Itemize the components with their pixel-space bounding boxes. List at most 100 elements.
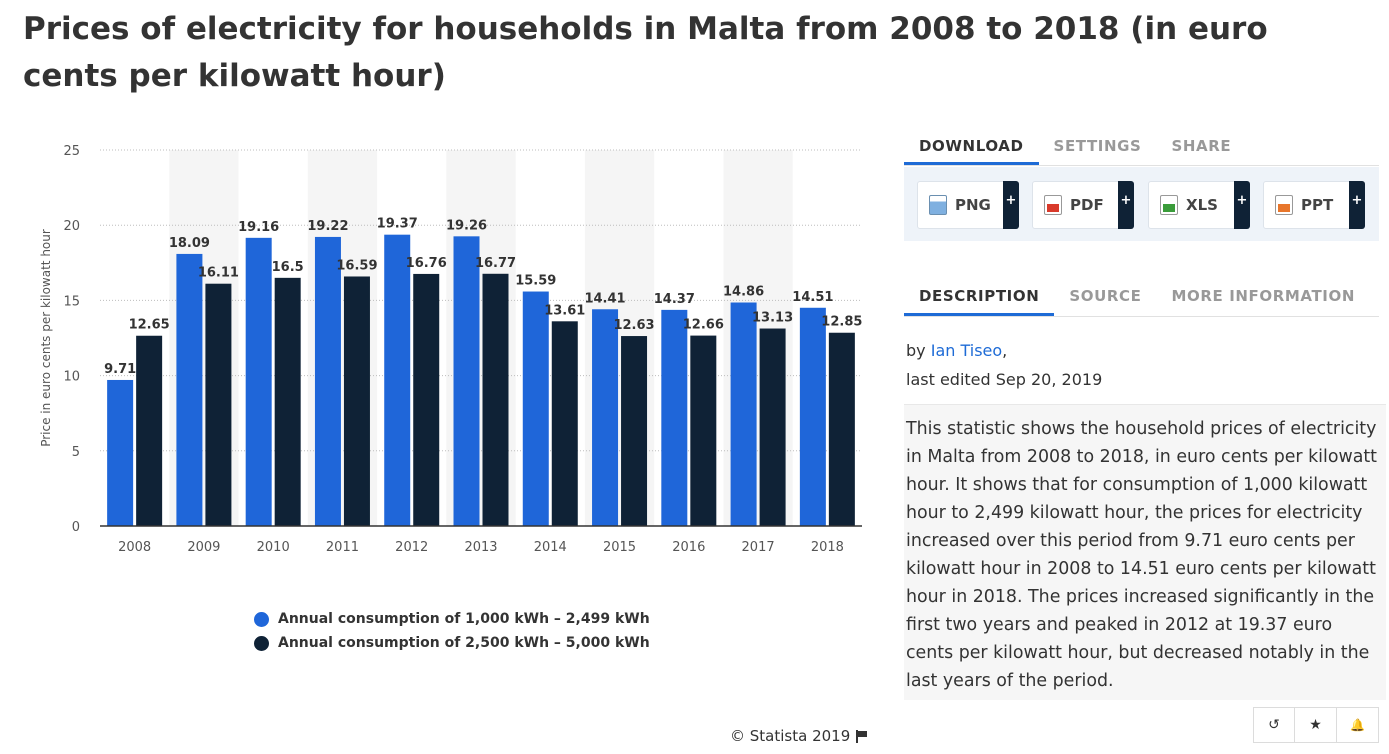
- download-xls-label: XLS: [1186, 196, 1218, 214]
- notification-button[interactable]: 🔔: [1337, 707, 1379, 743]
- bar-series-1: [522, 291, 549, 526]
- legend-label-series-2: Annual consumption of 2,500 kWh – 5,000 …: [278, 635, 650, 651]
- tab-more-information[interactable]: MORE INFORMATION: [1171, 287, 1355, 305]
- bar-series-2: [205, 283, 232, 526]
- bar-series-1: [314, 236, 341, 526]
- download-png-label: PNG: [955, 196, 991, 214]
- bar-series-1: [799, 307, 826, 526]
- x-tick-label: 2018: [811, 540, 844, 555]
- ppt-file-icon: [1275, 195, 1293, 215]
- tab-download[interactable]: DOWNLOAD: [904, 128, 1039, 165]
- flag-icon[interactable]: [855, 730, 868, 743]
- data-label: 13.61: [544, 303, 585, 318]
- y-tick-label: 25: [63, 144, 80, 159]
- plus-icon[interactable]: +: [1234, 181, 1250, 229]
- data-label: 15.59: [515, 274, 556, 289]
- description-box: This statistic shows the household price…: [904, 404, 1386, 700]
- bar-series-2: [274, 277, 301, 526]
- star-icon: ★: [1309, 717, 1322, 733]
- byline-suffix: ,: [1002, 341, 1008, 360]
- data-label: 12.65: [129, 318, 170, 333]
- legend-item-series-2[interactable]: Annual consumption of 2,500 kWh – 5,000 …: [254, 631, 650, 655]
- chart-svg: 0 5 10 15 20 25 Price in euro cents per kilowa…: [39, 144, 862, 555]
- last-edited: last edited Sep 20, 2019: [906, 370, 1103, 389]
- plus-icon[interactable]: +: [1349, 181, 1365, 229]
- tab-settings[interactable]: SETTINGS: [1053, 137, 1142, 155]
- bar-series-2: [690, 335, 717, 526]
- data-label: 16.77: [475, 256, 516, 271]
- x-tick-label: 2008: [118, 540, 151, 555]
- info-tabs: DESCRIPTION SOURCE MORE INFORMATION: [904, 278, 1379, 317]
- data-label: 19.37: [377, 217, 418, 232]
- bar-series-2: [136, 335, 163, 526]
- png-file-icon: [929, 195, 947, 215]
- bell-icon: 🔔: [1350, 718, 1365, 732]
- download-ppt-label: PPT: [1301, 196, 1334, 214]
- download-png-button[interactable]: PNG +: [917, 181, 1019, 229]
- x-tick-label: 2010: [257, 540, 290, 555]
- x-tick-label: 2012: [395, 540, 428, 555]
- bar-series-1: [176, 253, 203, 526]
- tab-source[interactable]: SOURCE: [1069, 287, 1142, 305]
- download-pdf-label: PDF: [1070, 196, 1104, 214]
- data-label: 12.66: [683, 318, 724, 333]
- bar-series-2: [551, 321, 578, 526]
- x-tick-label: 2009: [187, 540, 220, 555]
- action-bar: ↺ ★ 🔔: [1253, 707, 1379, 743]
- data-label: 14.86: [723, 285, 764, 300]
- bar-series-2: [482, 273, 509, 526]
- export-tabs: DOWNLOAD SETTINGS SHARE: [904, 128, 1379, 166]
- y-axis-label: Price in euro cents per kilowatt hour: [39, 229, 53, 447]
- byline-prefix: by: [906, 341, 931, 360]
- data-label: 14.37: [654, 292, 695, 307]
- y-tick-label: 20: [63, 219, 80, 234]
- history-button[interactable]: ↺: [1253, 707, 1295, 743]
- y-tick-label: 15: [63, 294, 80, 309]
- favorite-button[interactable]: ★: [1295, 707, 1337, 743]
- tab-description[interactable]: DESCRIPTION: [904, 278, 1055, 316]
- data-label: 16.11: [198, 266, 239, 281]
- bar-series-2: [343, 276, 370, 526]
- download-xls-button[interactable]: XLS +: [1148, 181, 1250, 229]
- y-tick-label: 10: [63, 370, 80, 385]
- legend-dot-series-2: [254, 635, 269, 651]
- legend-label-series-1: Annual consumption of 1,000 kWh – 2,499 …: [278, 611, 650, 627]
- bar-series-1: [384, 234, 411, 526]
- pdf-file-icon: [1044, 195, 1062, 215]
- legend-item-series-1[interactable]: Annual consumption of 1,000 kWh – 2,499 …: [254, 607, 650, 631]
- data-label: 9.71: [104, 362, 136, 377]
- download-ppt-button[interactable]: PPT +: [1263, 181, 1365, 229]
- data-label: 14.51: [792, 290, 833, 305]
- download-pdf-button[interactable]: PDF +: [1032, 181, 1134, 229]
- x-tick-label: 2017: [742, 540, 775, 555]
- bar-series-2: [413, 273, 440, 526]
- byline: by Ian Tiseo, last edited Sep 20, 2019: [906, 336, 1102, 394]
- legend-dot-series-1: [254, 611, 269, 627]
- data-label: 16.5: [272, 260, 304, 275]
- bar-series-1: [453, 236, 480, 526]
- x-tick-label: 2011: [326, 540, 359, 555]
- bar-series-1: [107, 379, 134, 526]
- plus-icon[interactable]: +: [1003, 181, 1019, 229]
- y-tick-label: 0: [72, 520, 80, 535]
- tab-share[interactable]: SHARE: [1171, 137, 1232, 155]
- data-label: 19.22: [307, 219, 348, 234]
- data-label: 14.41: [584, 291, 625, 306]
- bar-series-1: [730, 302, 757, 526]
- data-label: 19.16: [238, 220, 279, 235]
- xls-file-icon: [1160, 195, 1178, 215]
- data-label: 19.26: [446, 218, 487, 233]
- data-label: 12.63: [613, 318, 654, 333]
- history-icon: ↺: [1268, 717, 1280, 733]
- plus-icon[interactable]: +: [1118, 181, 1134, 229]
- data-label: 13.13: [752, 311, 793, 326]
- download-panel: PNG + PDF + XLS + PPT +: [904, 167, 1379, 241]
- x-tick-label: 2015: [603, 540, 636, 555]
- author-link[interactable]: Ian Tiseo: [930, 341, 1003, 360]
- bar-series-1: [661, 309, 688, 526]
- bar-chart: 0 5 10 15 20 25 Price in euro cents per kilowa…: [36, 128, 876, 688]
- copyright-notice: © Statista 2019: [730, 727, 868, 745]
- data-label: 12.85: [821, 315, 862, 330]
- description-text: This statistic shows the household price…: [906, 419, 1377, 691]
- copyright-text: © Statista 2019: [730, 727, 851, 745]
